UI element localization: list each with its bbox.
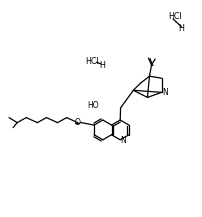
Text: H: H — [178, 24, 184, 33]
Text: O: O — [75, 118, 81, 127]
Text: H: H — [99, 61, 105, 70]
Text: N: N — [120, 136, 126, 145]
Text: HCl: HCl — [168, 12, 182, 21]
Text: HCl: HCl — [85, 57, 99, 66]
Text: HO: HO — [87, 101, 99, 110]
Text: N: N — [162, 88, 168, 97]
